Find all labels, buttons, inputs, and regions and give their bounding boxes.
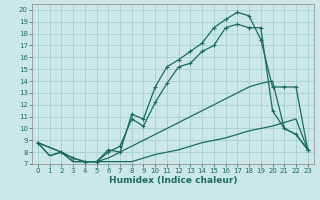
X-axis label: Humidex (Indice chaleur): Humidex (Indice chaleur): [108, 176, 237, 185]
